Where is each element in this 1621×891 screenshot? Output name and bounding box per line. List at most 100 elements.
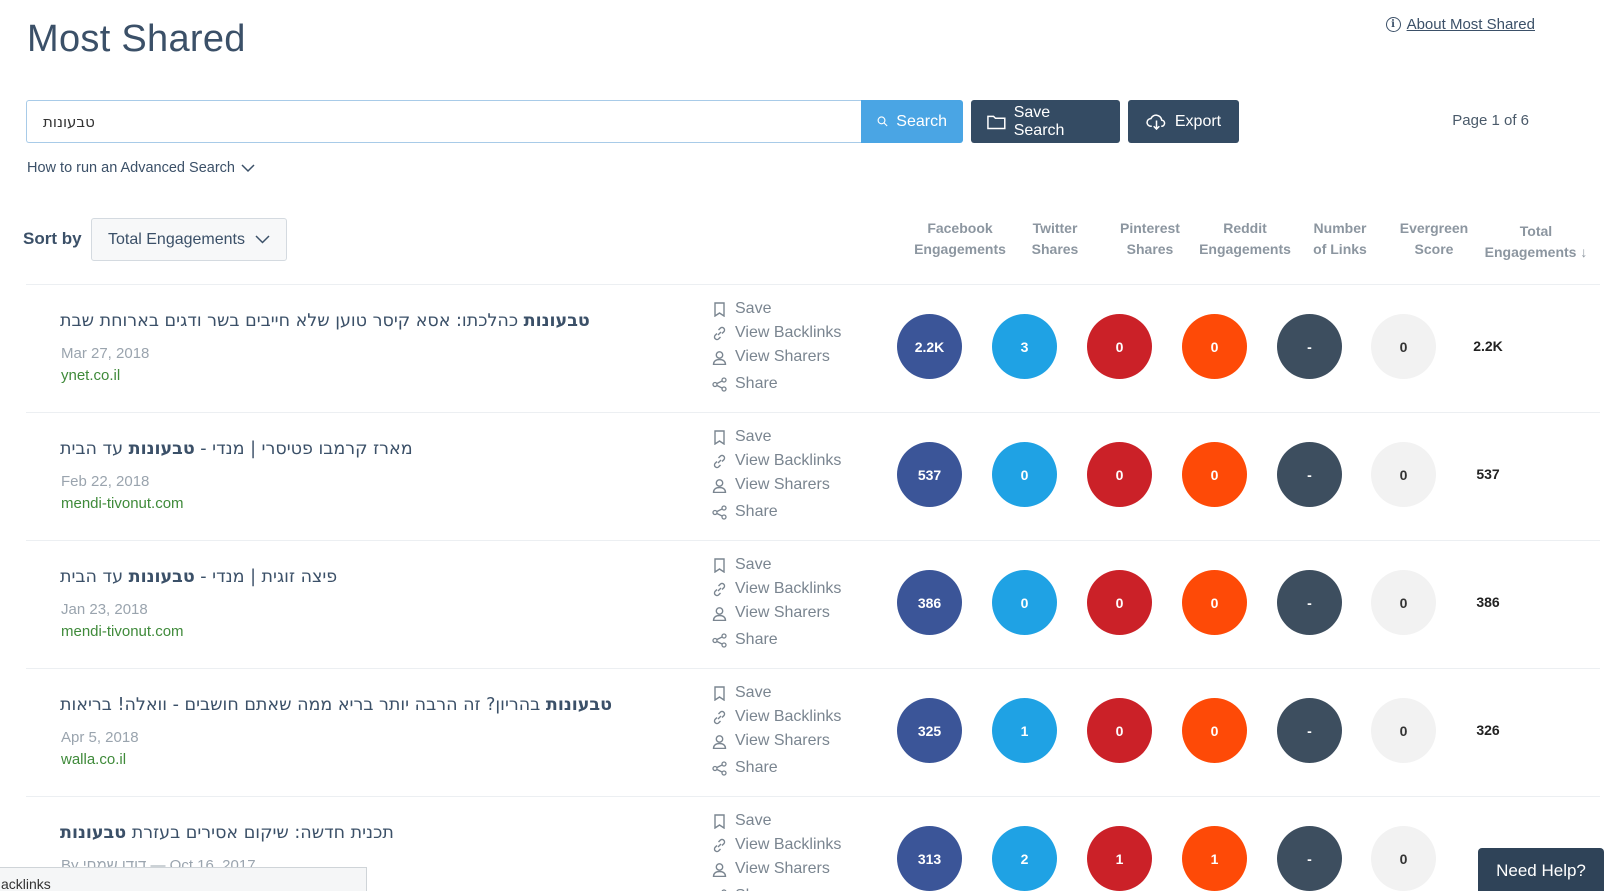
- title-text: בהריון? זה הרבה יותר בריא ממה שאתם חושבי…: [60, 695, 546, 715]
- backlinks-action[interactable]: View Backlinks: [712, 577, 841, 601]
- backlinks-action[interactable]: View Backlinks: [712, 449, 841, 473]
- backlinks-action-label: View Backlinks: [735, 324, 842, 341]
- user-icon: [712, 606, 727, 621]
- article-domain[interactable]: ynet.co.il: [61, 367, 121, 384]
- title-keyword: טבעונות: [545, 695, 612, 715]
- link-icon: [713, 582, 726, 596]
- evergreen-metric[interactable]: 0: [1371, 314, 1436, 379]
- save-action-label: Save: [735, 428, 772, 445]
- links-metric[interactable]: -: [1277, 698, 1342, 763]
- col-twitter-shares[interactable]: Twitter Shares: [1031, 220, 1079, 257]
- links-metric[interactable]: -: [1277, 570, 1342, 635]
- reddit-metric[interactable]: 0: [1182, 314, 1247, 379]
- reddit-metric[interactable]: 0: [1182, 698, 1247, 763]
- col-evergreen-score[interactable]: Evergreen Score: [1399, 220, 1469, 257]
- search-input[interactable]: [26, 100, 861, 143]
- facebook-metric[interactable]: 537: [897, 442, 962, 507]
- share-action[interactable]: Share: [712, 500, 841, 524]
- evergreen-metric[interactable]: 0: [1371, 570, 1436, 635]
- sort-dropdown[interactable]: Total Engagements: [91, 218, 287, 261]
- article-title[interactable]: תכנית חדשה: שיקום אסירים בעזרת טבעונות: [60, 823, 394, 843]
- export-button[interactable]: Export: [1128, 100, 1239, 143]
- save-action[interactable]: Save: [712, 553, 841, 577]
- col-number-of-links[interactable]: Number of Links: [1313, 220, 1367, 257]
- twitter-metric[interactable]: 0: [992, 442, 1057, 507]
- article-domain[interactable]: mendi-tivonut.com: [61, 623, 184, 640]
- sharers-action[interactable]: View Sharers: [712, 473, 841, 497]
- pinterest-metric[interactable]: 1: [1087, 826, 1152, 891]
- article-title[interactable]: פיצה זוגית | מנדי - טבעונות עד הבית: [60, 567, 337, 587]
- title-text: עד הבית: [60, 439, 129, 459]
- backlinks-action[interactable]: View Backlinks: [712, 321, 841, 345]
- article-domain[interactable]: mendi-tivonut.com: [61, 495, 184, 512]
- sharers-action[interactable]: View Sharers: [712, 729, 841, 753]
- col-facebook-engagements[interactable]: Facebook Engagements: [914, 220, 1006, 257]
- reddit-metric[interactable]: 0: [1182, 442, 1247, 507]
- twitter-metric[interactable]: 0: [992, 570, 1057, 635]
- row-actions: Save View Backlinks View Sharers Share: [712, 681, 841, 780]
- title-text: תכנית חדשה: שיקום אסירים בעזרת: [126, 823, 394, 843]
- backlinks-action-label: View Backlinks: [735, 836, 842, 853]
- col-total-engagements[interactable]: Total Engagements ↓: [1484, 223, 1588, 260]
- evergreen-metric[interactable]: 0: [1371, 826, 1436, 891]
- pinterest-metric[interactable]: 0: [1087, 570, 1152, 635]
- advanced-search-toggle[interactable]: How to run an Advanced Search: [27, 160, 255, 176]
- backlinks-action[interactable]: View Backlinks: [712, 833, 841, 857]
- twitter-metric[interactable]: 2: [992, 826, 1057, 891]
- save-action[interactable]: Save: [712, 681, 841, 705]
- about-most-shared-link[interactable]: i About Most Shared: [1385, 16, 1535, 33]
- share-action[interactable]: Share: [712, 628, 841, 652]
- sharers-action[interactable]: View Sharers: [712, 601, 841, 625]
- bookmark-icon: [714, 301, 725, 317]
- col-pinterest-shares[interactable]: Pinterest Shares: [1120, 220, 1180, 257]
- share-icon: [721, 888, 727, 891]
- title-text: כהלכתו: אסא קיסר טוען שלא חייבים בשר ודג…: [60, 311, 524, 331]
- need-help-button[interactable]: Need Help?: [1478, 848, 1604, 891]
- evergreen-metric[interactable]: 0: [1371, 442, 1436, 507]
- pinterest-metric[interactable]: 0: [1087, 698, 1152, 763]
- share-action[interactable]: Share: [712, 884, 841, 891]
- backlinks-action[interactable]: View Backlinks: [712, 705, 841, 729]
- search-bar: Search Save Search Export: [26, 100, 1239, 143]
- export-label: Export: [1174, 112, 1222, 130]
- save-search-button[interactable]: Save Search: [971, 100, 1120, 143]
- article-title[interactable]: מארז קרמבו פטיסרי | מנדי - טבעונות עד הב…: [60, 439, 413, 459]
- col-reddit-engagements[interactable]: Reddit Engagements: [1199, 220, 1291, 257]
- title-keyword: טבעונות: [60, 823, 127, 843]
- backlinks-action-label: View Backlinks: [735, 452, 842, 469]
- link-icon: [713, 838, 726, 852]
- row-actions: Save View Backlinks View Sharers Share: [712, 553, 841, 652]
- share-action[interactable]: Share: [712, 756, 841, 780]
- folder-icon: [987, 115, 1006, 129]
- facebook-metric[interactable]: 313: [897, 826, 962, 891]
- sharers-action[interactable]: View Sharers: [712, 345, 841, 369]
- links-metric[interactable]: -: [1277, 442, 1342, 507]
- save-action[interactable]: Save: [712, 297, 841, 321]
- facebook-metric[interactable]: 325: [897, 698, 962, 763]
- facebook-metric[interactable]: 2.2K: [897, 314, 962, 379]
- link-icon: [713, 326, 726, 340]
- search-button[interactable]: Search: [861, 100, 963, 143]
- evergreen-metric[interactable]: 0: [1371, 698, 1436, 763]
- twitter-metric[interactable]: 3: [992, 314, 1057, 379]
- save-action[interactable]: Save: [712, 809, 841, 833]
- reddit-metric[interactable]: 0: [1182, 570, 1247, 635]
- sharers-action[interactable]: View Sharers: [712, 857, 841, 881]
- links-metric[interactable]: -: [1277, 314, 1342, 379]
- facebook-metric[interactable]: 386: [897, 570, 962, 635]
- save-action[interactable]: Save: [712, 425, 841, 449]
- article-title[interactable]: טבעונות בהריון? זה הרבה יותר בריא ממה שא…: [60, 695, 612, 715]
- share-icon: [712, 376, 727, 392]
- user-icon: [712, 862, 727, 877]
- article-domain[interactable]: walla.co.il: [61, 751, 127, 768]
- sort-label: Sort by: [23, 229, 82, 248]
- twitter-metric[interactable]: 1: [992, 698, 1057, 763]
- reddit-metric[interactable]: 1: [1182, 826, 1247, 891]
- links-metric[interactable]: -: [1277, 826, 1342, 891]
- save-action-label: Save: [735, 556, 772, 573]
- article-title[interactable]: טבעונות כהלכתו: אסא קיסר טוען שלא חייבים…: [60, 311, 590, 331]
- pinterest-metric[interactable]: 0: [1087, 314, 1152, 379]
- chevron-down-icon: [255, 235, 270, 244]
- share-action[interactable]: Share: [712, 372, 841, 396]
- pinterest-metric[interactable]: 0: [1087, 442, 1152, 507]
